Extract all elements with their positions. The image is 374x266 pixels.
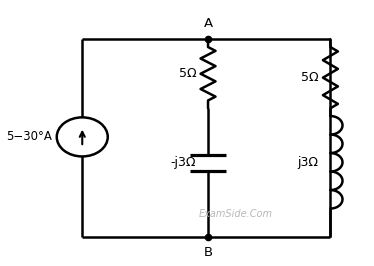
Text: ExamSide.Com: ExamSide.Com bbox=[198, 209, 272, 219]
Text: j3Ω: j3Ω bbox=[298, 156, 319, 169]
Text: A: A bbox=[203, 17, 212, 30]
Text: -j3Ω: -j3Ω bbox=[171, 156, 196, 169]
Text: 5−30°A: 5−30°A bbox=[6, 130, 52, 143]
Text: B: B bbox=[203, 246, 212, 259]
Text: 5Ω: 5Ω bbox=[301, 71, 319, 84]
Text: 5Ω: 5Ω bbox=[178, 67, 196, 80]
